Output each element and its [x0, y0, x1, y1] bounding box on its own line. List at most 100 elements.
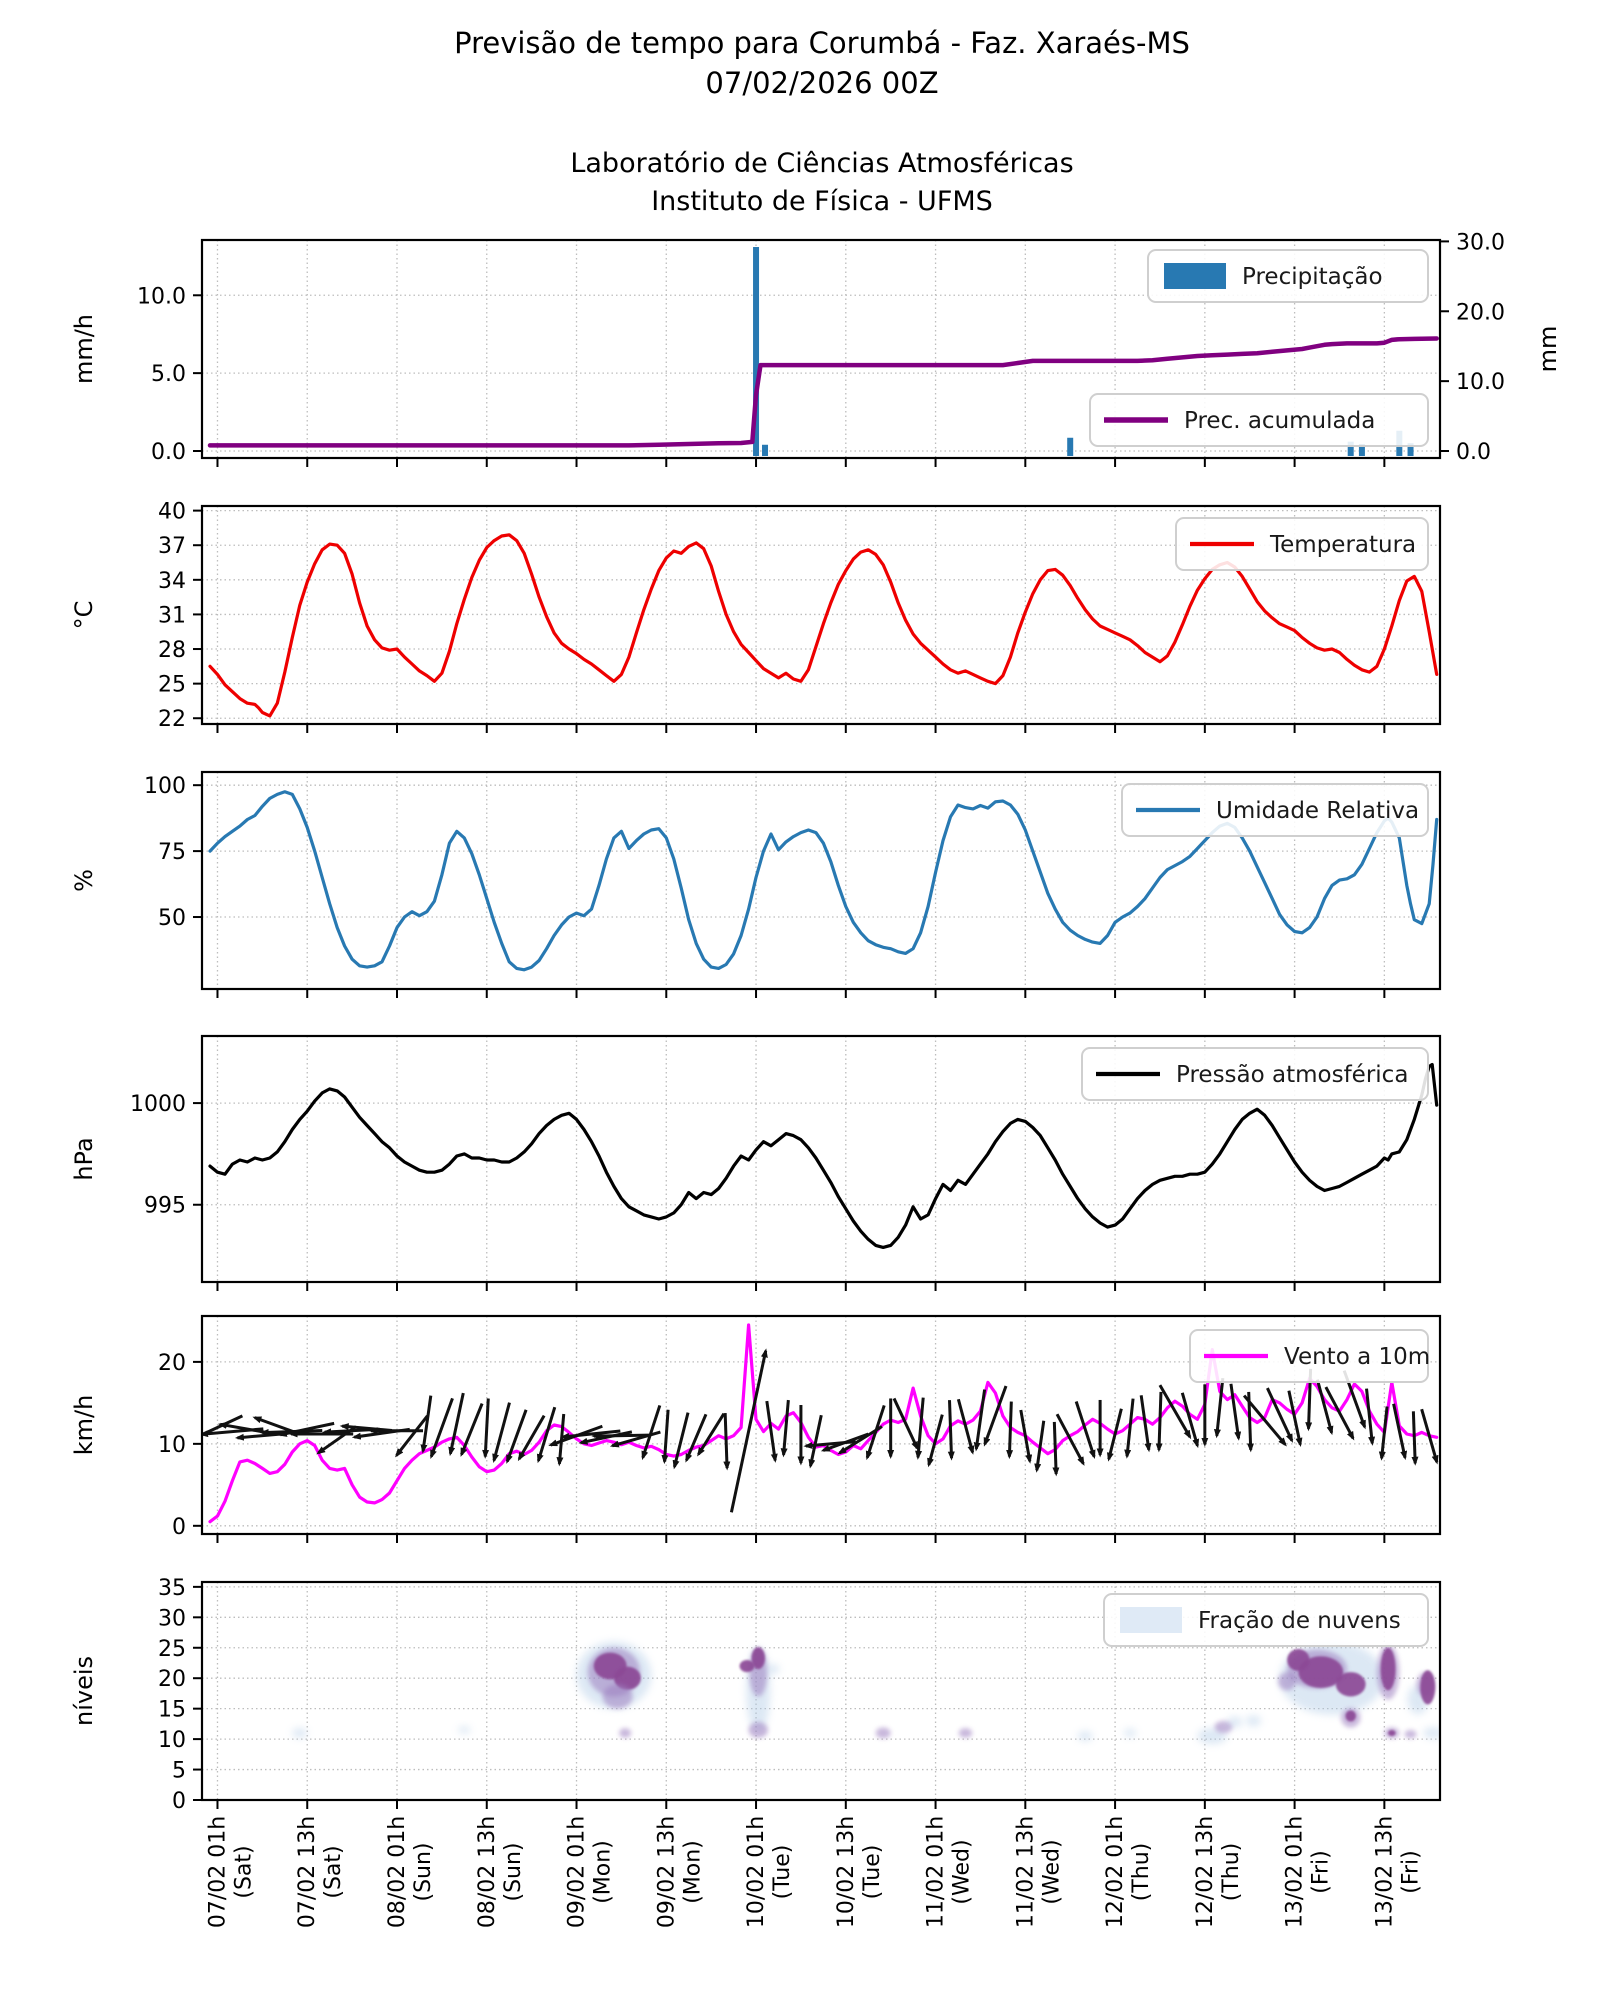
x-tick-day: (Fri)	[1398, 1850, 1423, 1893]
x-tick-time: 08/02 13h	[475, 1816, 500, 1928]
svg-text:10.0: 10.0	[1456, 370, 1505, 395]
svg-text:35: 35	[158, 1576, 186, 1601]
ticks-precipitation	[193, 240, 1449, 467]
x-tick-day: (Sat)	[321, 1845, 346, 1898]
ticks-pressure	[193, 1102, 1386, 1291]
panel-frame	[200, 1034, 1442, 1284]
svg-text:37: 37	[158, 534, 186, 559]
svg-text:25: 25	[158, 1637, 186, 1662]
x-tick-day: (Thu)	[1219, 1843, 1244, 1902]
series-humidity	[208, 790, 1439, 972]
ticks-temperature	[193, 509, 1386, 733]
ticks-cloud_fraction	[193, 1585, 1386, 1809]
ylabel-cloud_fraction: níveis	[70, 1656, 98, 1726]
x-tick-day: (Wed)	[950, 1839, 975, 1904]
x-tick-time: 10/02 01h	[744, 1816, 769, 1928]
tick-labels-pressure: 995 1000	[130, 1092, 186, 1219]
precip-bar	[762, 444, 769, 456]
x-tick-day: (Sun)	[501, 1842, 526, 1901]
chart-subtitle-line2: Instituto de Física - UFMS	[651, 186, 993, 217]
wind-arrows	[202, 1348, 1439, 1513]
x-tick-time: 11/02 01h	[924, 1816, 949, 1928]
panel-cloud_fraction: 0 5 10 15 20 25 30 35 Fração de nuvens	[158, 1576, 1442, 1814]
svg-text:10.0: 10.0	[137, 284, 186, 309]
panel-frame	[200, 770, 1442, 991]
cloud-blob	[1278, 1672, 1297, 1691]
cloud-blob	[875, 1727, 891, 1739]
legend-label: Temperatura	[1269, 532, 1416, 558]
legend-label: Pressão atmosférica	[1176, 1062, 1408, 1088]
legend-label: Vento a 10m	[1284, 1344, 1430, 1370]
svg-text:20: 20	[158, 1667, 186, 1692]
x-tick-day: (Sun)	[411, 1842, 436, 1901]
svg-text:0: 0	[172, 1789, 186, 1814]
svg-text:31: 31	[158, 603, 186, 628]
precip-bar	[1358, 443, 1365, 456]
cloud-blob	[1124, 1728, 1137, 1738]
legend-label: Fração de nuvens	[1198, 1608, 1401, 1634]
cloud-blob	[1335, 1672, 1366, 1697]
ylabel-temperature: °C	[70, 601, 98, 630]
x-tick-day: (Tue)	[860, 1845, 885, 1900]
x-tick-day: (Thu)	[1129, 1843, 1154, 1902]
panel-frame	[200, 1314, 1442, 1536]
ticks-humidity	[193, 784, 1386, 998]
legend-fra-o-de-nuvens: Fração de nuvens	[1103, 1593, 1429, 1647]
svg-text:22: 22	[158, 707, 186, 732]
cloud-blob	[1423, 1727, 1440, 1739]
precip-bar	[1347, 441, 1354, 456]
legend-swatch	[1164, 263, 1226, 289]
svg-text:50: 50	[158, 906, 186, 931]
cloud-blob	[1298, 1656, 1344, 1688]
panel-wind: 0 10 20 Vento a 10m	[158, 1314, 1442, 1543]
ticks-wind	[193, 1360, 1386, 1543]
cloud-blob	[958, 1728, 973, 1738]
legend-temperatura: Temperatura	[1175, 517, 1429, 571]
series-pressure	[208, 1062, 1439, 1250]
cloud-blob	[1227, 1716, 1243, 1728]
x-axis-labels: 07/02 01h (Sat) 07/02 13h (Sat) 08/02 01h (Su…	[205, 1816, 1423, 1928]
precip-bar	[1067, 437, 1074, 456]
chart-subtitle-line1: Laboratório de Ciências Atmosféricas	[570, 148, 1074, 179]
tick-labels-wind: 0 10 20	[158, 1351, 186, 1540]
svg-text:10: 10	[158, 1728, 186, 1753]
svg-text:40: 40	[158, 500, 186, 525]
panel-temperature: 22 25 28 31 34 37 40 Temperatura	[158, 500, 1442, 733]
x-tick-time: 10/02 13h	[834, 1816, 859, 1928]
x-tick-time: 07/02 13h	[295, 1816, 320, 1928]
svg-text:30: 30	[158, 1606, 186, 1631]
legend-label: Umidade Relativa	[1216, 798, 1419, 824]
x-tick-time: 11/02 13h	[1013, 1816, 1038, 1928]
cloud-blob	[458, 1726, 471, 1734]
svg-text:28: 28	[158, 638, 186, 663]
x-tick-time: 13/02 01h	[1283, 1816, 1308, 1928]
x-tick-day: (Sat)	[231, 1845, 256, 1898]
cloud-blob	[1404, 1729, 1417, 1739]
svg-text:20.0: 20.0	[1456, 300, 1505, 325]
cloud-blob	[748, 1722, 769, 1738]
precip-bar	[753, 247, 760, 456]
cloud-blob	[751, 1647, 766, 1670]
panel-precipitation: 0.0 5.0 10.0 0.0 10.0 20.0 30.0 Precipitação Pre…	[137, 230, 1505, 467]
cloud-blob	[619, 1728, 632, 1738]
precip-bar	[1407, 443, 1414, 456]
svg-text:25: 25	[158, 673, 186, 698]
cloud-blob	[613, 1666, 641, 1690]
panel-pressure: 995 1000 Pressão atmosférica	[130, 1034, 1442, 1291]
legend-swatch	[1120, 1607, 1182, 1633]
x-tick-day: (Mon)	[680, 1840, 705, 1904]
legend-prec-acumulada: Prec. acumulada	[1089, 393, 1429, 447]
chart-title-line2: 07/02/2026 00Z	[705, 66, 939, 100]
legend-label: Prec. acumulada	[1184, 408, 1375, 434]
legend-umidade-relativa: Umidade Relativa	[1121, 783, 1429, 837]
svg-text:1000: 1000	[130, 1092, 186, 1117]
x-tick-day: (Wed)	[1039, 1839, 1064, 1904]
cloud-blob	[602, 1684, 633, 1709]
svg-text:100: 100	[144, 774, 186, 799]
legend-precipita-o: Precipitação	[1147, 249, 1429, 303]
cloud-blob	[767, 1664, 780, 1674]
cloud-blob	[1388, 1729, 1396, 1737]
tick-labels-temperature: 22 25 28 31 34 37 40	[158, 500, 186, 733]
svg-text:30.0: 30.0	[1456, 230, 1505, 255]
